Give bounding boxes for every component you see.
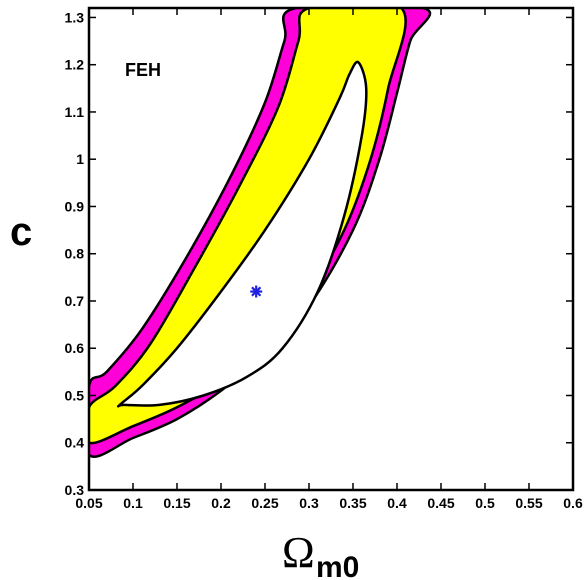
y-tick-label: 1.2 <box>65 57 85 73</box>
y-tick-label: 0.4 <box>65 435 85 451</box>
y-tick-label: 0.5 <box>65 387 85 403</box>
y-tick-label: 1.3 <box>65 9 85 25</box>
x-tick-label: 0.45 <box>427 495 454 511</box>
x-axis-label-subscript: m0 <box>316 551 359 580</box>
x-tick-label: 0.15 <box>163 495 190 511</box>
x-tick-label: 0.6 <box>563 495 583 511</box>
best-fit-marker <box>250 285 263 298</box>
x-tick-label: 0.3 <box>299 495 319 511</box>
y-axis-label: c <box>10 210 32 254</box>
x-tick-label: 0.35 <box>339 495 366 511</box>
plot-frame <box>87 6 575 492</box>
x-tick-label: 0.55 <box>515 495 542 511</box>
y-tick-label: 0.8 <box>65 246 85 262</box>
y-tick-label: 0.9 <box>65 198 85 214</box>
annotation-label: FEH <box>125 60 161 80</box>
y-tick-label: 0.7 <box>65 293 85 309</box>
x-axis-label: Ω <box>282 528 315 577</box>
contour-inner <box>116 60 368 408</box>
x-tick-label: 0.5 <box>475 495 495 511</box>
y-tick-label: 0.3 <box>65 482 85 498</box>
y-tick-label: 1 <box>76 151 84 167</box>
y-tick-label: 1.1 <box>65 104 85 120</box>
x-tick-label: 0.05 <box>75 495 102 511</box>
axis-ticks: 0.05 0.1 0.15 0.2 0.25 0.3 0.35 0.4 0.45 0.5 0.55 0… <box>65 8 583 511</box>
x-tick-label: 0.1 <box>123 495 143 511</box>
x-tick-label: 0.2 <box>211 495 231 511</box>
x-tick-label: 0.4 <box>387 495 407 511</box>
plot-area <box>87 6 575 492</box>
y-tick-label: 0.6 <box>65 340 85 356</box>
x-tick-label: 0.25 <box>251 495 278 511</box>
